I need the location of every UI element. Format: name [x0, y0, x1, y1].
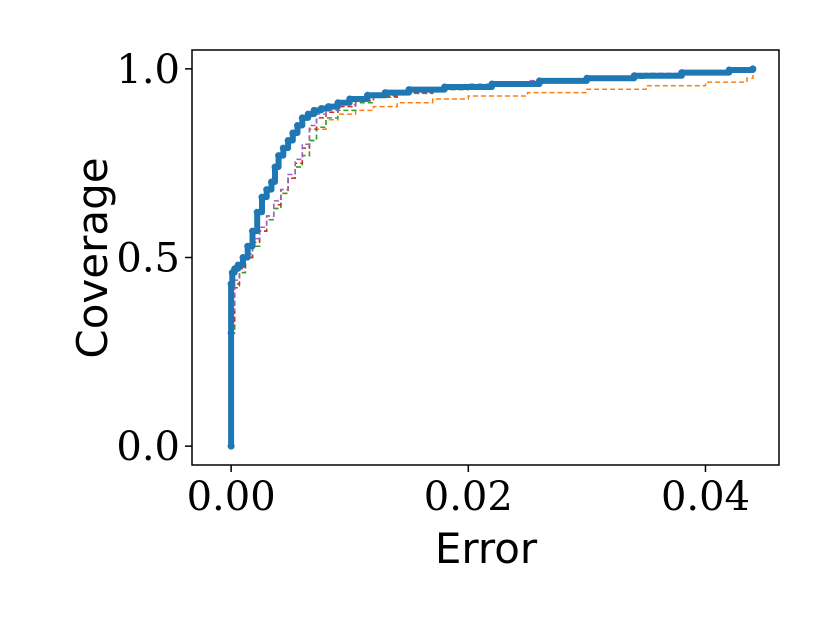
series-point [263, 186, 271, 194]
series-point [249, 227, 256, 235]
series-point [630, 72, 638, 80]
series-point [275, 152, 283, 160]
y-tick-label: 1.0 [116, 47, 180, 93]
x-axis-title: Error [435, 524, 538, 573]
series-point [334, 99, 342, 107]
y-axis-title: Coverage [68, 157, 117, 358]
series-point [253, 208, 261, 216]
series-point [310, 106, 318, 114]
series-point [294, 122, 301, 129]
series-point [289, 129, 297, 137]
series-point [271, 163, 279, 171]
x-tick-label: 0.00 [187, 474, 276, 520]
y-tick-label: 0.0 [116, 424, 180, 470]
series-point [244, 242, 252, 250]
series-point [441, 83, 449, 91]
y-tick-label: 0.5 [116, 236, 180, 282]
series-point [239, 254, 247, 261]
plot-background [192, 50, 779, 465]
series-point [346, 95, 354, 103]
series-point [227, 329, 235, 337]
series-point [298, 114, 306, 122]
series-point [268, 178, 275, 186]
series-point [227, 280, 235, 288]
series-point [364, 91, 371, 99]
series-point [725, 66, 733, 74]
series-point [258, 193, 266, 201]
series-line-main [228, 67, 756, 447]
series-point [749, 65, 757, 73]
x-tick-label: 0.02 [424, 474, 513, 520]
series-layer [227, 65, 757, 450]
series-point [304, 110, 312, 118]
series-point [583, 74, 591, 82]
series-point [234, 261, 242, 269]
series-point [678, 69, 686, 77]
tick-layer: 0.00 0.02 0.04 0.0 0.5 1.0 [116, 47, 750, 520]
series-point [488, 80, 496, 88]
series-point [227, 442, 235, 450]
series-point [284, 137, 292, 144]
series-point [279, 144, 287, 152]
x-tick-label: 0.04 [661, 474, 750, 520]
series-point [381, 89, 389, 97]
series-point [324, 103, 332, 111]
series-point [405, 86, 413, 94]
series-point [536, 77, 543, 85]
series-point [317, 105, 325, 112]
